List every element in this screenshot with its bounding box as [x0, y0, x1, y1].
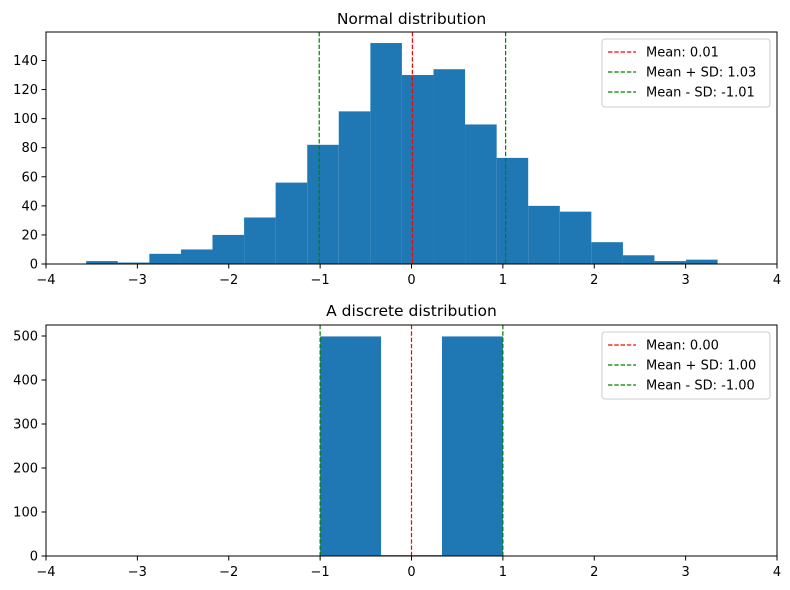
histogram-bar [338, 111, 371, 264]
histogram-bar [441, 336, 503, 556]
histogram-bar [320, 336, 382, 556]
legend-label: Mean - SD: -1.01 [646, 86, 755, 101]
y-tick-label: 100 [13, 506, 38, 521]
x-tick-label: −4 [36, 273, 55, 288]
histogram-bar [212, 234, 245, 264]
legend-item: Mean: 0.01 [608, 46, 719, 61]
legend-item: Mean - SD: -1.00 [608, 379, 755, 394]
legend-item: Mean: 0.00 [608, 339, 719, 354]
x-axis-ticks: −4 −3 −2 −1 0 1 2 3 4 [36, 556, 781, 580]
legend: Mean: 0.00 Mean + SD: 1.00 Mean - SD: -1.0… [601, 331, 771, 400]
histogram-bar [307, 144, 339, 264]
y-tick-label: 20 [21, 228, 38, 243]
x-tick-label: 1 [499, 565, 507, 580]
x-tick-label: 3 [681, 565, 689, 580]
histogram-bar [654, 261, 687, 264]
y-tick-label: 60 [21, 170, 38, 185]
y-tick-label: 500 [13, 330, 38, 345]
x-tick-label: −2 [219, 565, 238, 580]
histogram-bar [559, 211, 592, 264]
bars [320, 336, 503, 556]
y-tick-label: 40 [21, 199, 38, 214]
histogram-bar [686, 259, 718, 264]
histogram-bar [433, 69, 466, 264]
histogram-bar [86, 261, 118, 264]
legend-label: Mean: 0.00 [646, 339, 719, 354]
x-tick-label: 4 [773, 565, 781, 580]
histogram-bar [622, 255, 655, 264]
legend-box [601, 38, 771, 108]
histogram-bar [370, 43, 402, 264]
histogram-bar [117, 262, 150, 264]
legend: Mean: 0.01 Mean + SD: 1.03 Mean - SD: -1.0… [601, 38, 771, 108]
x-tick-label: 3 [681, 273, 689, 288]
legend-item: Mean + SD: 1.00 [608, 359, 756, 374]
y-axis-ticks: 0 20 40 60 80 100 120 140 [13, 54, 46, 273]
x-tick-label: 0 [407, 565, 415, 580]
x-tick-label: −1 [311, 273, 330, 288]
y-tick-label: 120 [13, 83, 38, 98]
y-tick-label: 0 [30, 550, 38, 565]
legend-label: Mean: 0.01 [646, 46, 719, 61]
x-tick-label: −4 [36, 565, 55, 580]
x-tick-label: −1 [311, 565, 330, 580]
subplot-discrete-distribution: A discrete distribution −4 −3 −2 −1 0 1 2 3 4 0 1… [13, 302, 781, 580]
legend-item: Mean + SD: 1.03 [608, 66, 756, 81]
legend-item: Mean - SD: -1.01 [608, 86, 755, 101]
y-tick-label: 80 [21, 141, 38, 156]
y-tick-label: 200 [13, 462, 38, 477]
reference-lines [318, 32, 507, 264]
histogram-bar [244, 217, 276, 264]
histogram-bar [180, 249, 213, 264]
x-axis-ticks: −4 −3 −2 −1 0 1 2 3 4 [36, 264, 781, 288]
y-tick-label: 0 [30, 258, 38, 273]
bars [86, 43, 718, 264]
histogram-bar [149, 253, 181, 264]
histogram-bar [275, 182, 308, 264]
histogram-bar [496, 157, 529, 264]
x-tick-label: 0 [407, 273, 415, 288]
histogram-bar [528, 205, 560, 264]
histogram-bar [591, 242, 623, 264]
y-tick-label: 100 [13, 112, 38, 127]
reference-lines [319, 325, 504, 556]
histogram-bar [465, 124, 497, 264]
x-tick-label: −2 [219, 273, 238, 288]
x-tick-label: 1 [499, 273, 507, 288]
histogram-bar [401, 75, 434, 264]
legend-label: Mean + SD: 1.00 [646, 359, 756, 374]
legend-box [601, 331, 771, 400]
x-tick-label: −3 [128, 565, 147, 580]
y-tick-label: 300 [13, 418, 38, 433]
x-tick-label: 2 [590, 273, 598, 288]
y-tick-label: 140 [13, 54, 38, 69]
y-axis-ticks: 0 100 200 300 400 500 [13, 330, 46, 565]
legend-label: Mean + SD: 1.03 [646, 66, 756, 81]
chart-title: A discrete distribution [326, 302, 497, 320]
x-tick-label: 4 [773, 273, 781, 288]
y-tick-label: 400 [13, 374, 38, 389]
legend-label: Mean - SD: -1.00 [646, 379, 755, 394]
subplot-normal-distribution: Normal distribution −4 −3 −2 −1 0 1 2 3 4 0 20 40 6… [13, 10, 781, 288]
chart-title: Normal distribution [337, 10, 486, 28]
x-tick-label: −3 [128, 273, 147, 288]
x-tick-label: 2 [590, 565, 598, 580]
